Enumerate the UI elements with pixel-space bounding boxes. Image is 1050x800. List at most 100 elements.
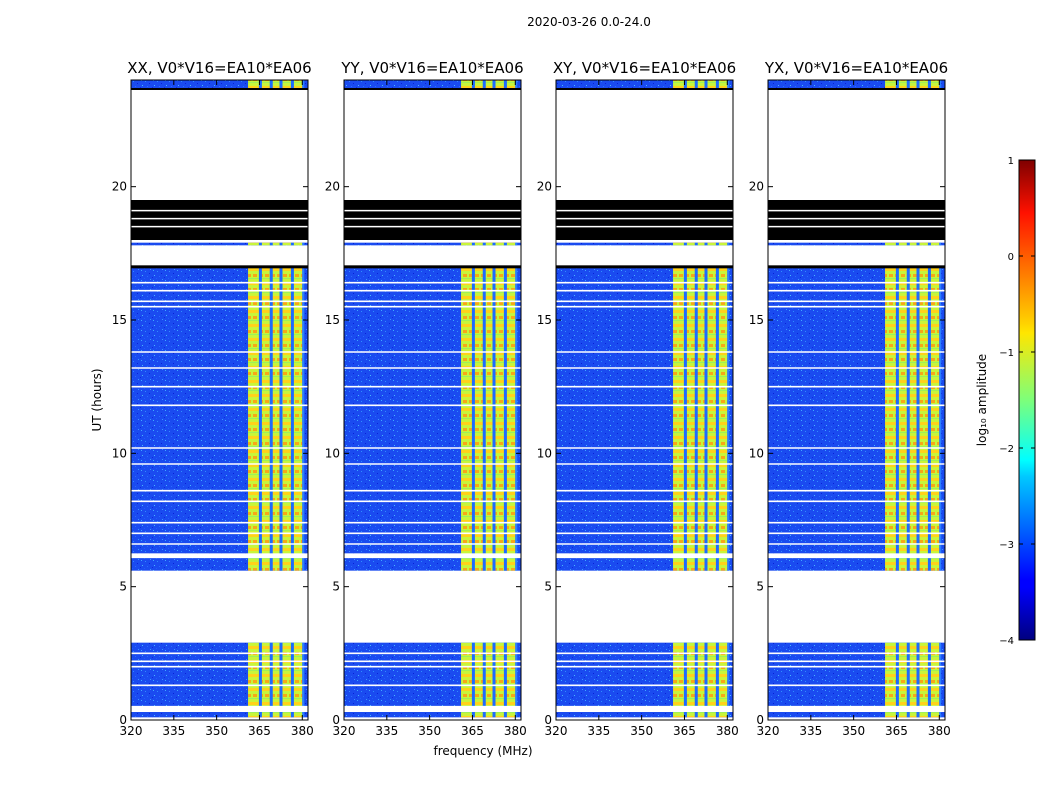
panel-title: XY, V0*V16=EA10*EA06 (553, 59, 736, 77)
y-tick-label: 15 (537, 313, 552, 327)
band-divider (916, 266, 920, 571)
flagged-black-line (344, 88, 521, 90)
colorbar-tick-label: −2 (999, 444, 1014, 455)
y-tick-label: 5 (119, 580, 127, 594)
band-divider (482, 242, 486, 246)
background-noise-block (556, 242, 733, 246)
y-tick-label: 5 (544, 580, 552, 594)
band-divider (683, 242, 687, 246)
flagged-black-line (556, 88, 733, 90)
x-tick-label: 380 (504, 724, 527, 738)
band-divider (683, 266, 687, 571)
band-edge (302, 80, 305, 88)
band-divider (715, 80, 719, 88)
x-tick-label: 365 (673, 724, 696, 738)
band-divider (492, 80, 496, 88)
x-tick-label: 320 (120, 724, 143, 738)
colorbar-tick-label: −4 (999, 636, 1014, 647)
x-tick-label: 350 (842, 724, 865, 738)
band-divider (927, 266, 931, 571)
strong-signal-band (673, 80, 728, 88)
band-divider (704, 242, 708, 246)
band-edge (302, 242, 305, 246)
strong-signal-band (461, 242, 516, 246)
flagged-time-gap (556, 708, 733, 712)
band-divider (694, 80, 698, 88)
flagged-time-gap (556, 553, 733, 558)
band-edge (515, 242, 518, 246)
x-tick-label: 350 (205, 724, 228, 738)
band-edge (515, 642, 518, 718)
band-divider (503, 80, 507, 88)
band-divider (927, 642, 931, 718)
strong-signal-band (248, 266, 303, 571)
band-edge (727, 80, 730, 88)
band-divider (503, 242, 507, 246)
flagged-time-gap (131, 553, 308, 558)
band-edge (515, 266, 518, 571)
x-tick-label: 365 (248, 724, 271, 738)
band-divider (471, 642, 475, 718)
axes-frame (130, 79, 309, 721)
y-tick-label: 20 (749, 180, 764, 194)
band-divider (715, 642, 719, 718)
band-divider (906, 242, 910, 246)
band-divider (704, 266, 708, 571)
y-tick-label: 10 (749, 446, 764, 460)
band-divider (503, 266, 507, 571)
band-divider (290, 80, 294, 88)
band-divider (482, 266, 486, 571)
flagged-black-line (131, 88, 308, 90)
band-divider (258, 642, 262, 718)
band-divider (482, 80, 486, 88)
band-divider (895, 80, 899, 88)
x-tick-label: 320 (545, 724, 568, 738)
x-tick-label: 335 (587, 724, 610, 738)
band-divider (290, 266, 294, 571)
band-divider (916, 242, 920, 246)
axes-frame (767, 79, 946, 721)
y-tick-label: 5 (332, 580, 340, 594)
band-divider (269, 242, 273, 246)
band-divider (279, 80, 283, 88)
flagged-black-line (556, 265, 733, 269)
strong-signal-band (885, 266, 940, 571)
band-divider (895, 266, 899, 571)
strong-signal-band (461, 80, 516, 88)
background-noise-block (556, 80, 733, 88)
flagged-time-gap (344, 553, 521, 558)
x-tick-label: 365 (461, 724, 484, 738)
y-tick-label: 20 (112, 180, 127, 194)
flagged-time-gap (768, 708, 945, 712)
y-tick-label: 10 (112, 446, 127, 460)
flagged-time-gap (131, 708, 308, 712)
y-tick-label: 5 (756, 580, 764, 594)
x-tick-label: 380 (716, 724, 739, 738)
flagged-time-gap (344, 708, 521, 712)
band-edge (939, 266, 942, 571)
flagged-black-region (768, 200, 945, 240)
flagged-black-line (344, 265, 521, 269)
band-edge (939, 80, 942, 88)
band-divider (503, 642, 507, 718)
band-divider (258, 242, 262, 246)
x-tick-label: 350 (630, 724, 653, 738)
panel-2: YY, V0*V16=EA10*EA06 0 5 10 15 20 320 335 350 365… (325, 59, 527, 738)
y-tick-label: 0 (119, 713, 127, 727)
band-divider (694, 242, 698, 246)
band-divider (279, 266, 283, 571)
x-tick-label: 335 (799, 724, 822, 738)
band-edge (515, 80, 518, 88)
panel-3: XY, V0*V16=EA10*EA06 0 5 10 15 20 320 335 350 365… (537, 59, 739, 738)
band-divider (927, 80, 931, 88)
axes-frame (555, 79, 734, 721)
x-tick-label: 320 (757, 724, 780, 738)
band-divider (471, 242, 475, 246)
strong-signal-band (673, 242, 728, 246)
panel-4: YX, V0*V16=EA10*EA06 0 5 10 15 20 320 335 350 365… (749, 59, 951, 738)
band-divider (258, 266, 262, 571)
band-divider (704, 642, 708, 718)
flagged-black-region (556, 200, 733, 240)
x-tick-label: 335 (162, 724, 185, 738)
x-tick-label: 380 (291, 724, 314, 738)
